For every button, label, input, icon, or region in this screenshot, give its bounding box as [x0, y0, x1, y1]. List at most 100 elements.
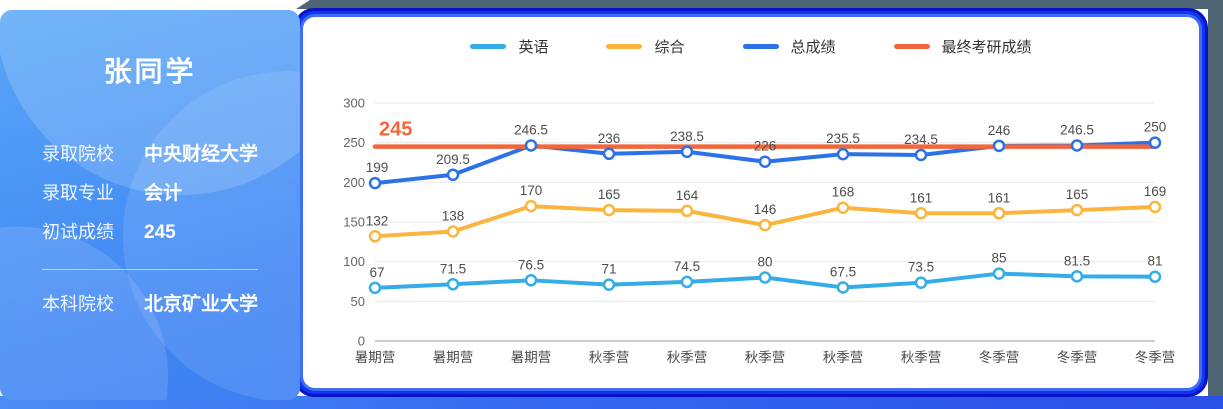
- data-point-label: 81: [1147, 254, 1162, 269]
- data-point-marker: [992, 139, 1006, 153]
- data-point-label: 73.5: [908, 260, 934, 275]
- student-name-title: 张同学: [103, 56, 197, 87]
- profile-divider: [42, 269, 258, 270]
- bottom-blue-band: [0, 396, 1223, 409]
- legend-swatch-icon: [470, 43, 507, 49]
- data-point-label: 246.5: [514, 122, 548, 137]
- data-point-label: 71.5: [440, 261, 466, 276]
- data-point-label: 238.5: [670, 129, 704, 144]
- data-point-label: 161: [988, 190, 1011, 205]
- x-category-label: 暑期营: [511, 350, 552, 365]
- data-point-label: 67.5: [830, 264, 856, 279]
- data-point-marker: [524, 199, 538, 213]
- profile-field-value: 会计: [144, 183, 183, 204]
- profile-field-value: 北京矿业大学: [144, 294, 259, 315]
- data-point-label: 168: [832, 185, 855, 200]
- legend-item-3[interactable]: 总成绩: [742, 36, 836, 57]
- data-point-label: 165: [1066, 187, 1089, 202]
- data-point-marker: [914, 207, 928, 220]
- chart-card: 英语 综合 总成绩 最终考研成绩 0 50 100 150 200 250 300 暑期营 暑期营 暑期…: [303, 17, 1199, 388]
- x-category-label: 冬季营: [1057, 350, 1098, 365]
- y-tick-label: 0: [358, 334, 365, 349]
- data-point-marker: [758, 155, 772, 168]
- data-point-marker: [446, 168, 460, 182]
- profile-field-label: 初试成绩: [42, 222, 114, 242]
- chart-frame-outer: 英语 综合 总成绩 最终考研成绩 0 50 100 150 200 250 300 暑期营 暑期营 暑期…: [294, 8, 1208, 397]
- data-point-label: 226: [754, 139, 777, 154]
- data-point-marker: [836, 147, 850, 161]
- data-point-marker: [758, 271, 772, 284]
- data-point-marker: [524, 274, 538, 287]
- legend-item-1[interactable]: 英语: [470, 36, 548, 57]
- data-point-marker: [992, 207, 1006, 220]
- x-category-label: 秋季营: [823, 350, 864, 365]
- chart-frame-inner: 英语 综合 总成绩 最终考研成绩 0 50 100 150 200 250 300 暑期营 暑期营 暑期…: [300, 14, 1202, 391]
- data-point-marker: [1148, 200, 1162, 214]
- chart-frame-mid: 英语 综合 总成绩 最终考研成绩 0 50 100 150 200 250 300 暑期营 暑期营 暑期…: [297, 11, 1205, 394]
- x-category-label: 暑期营: [433, 350, 474, 365]
- legend-swatch-icon: [606, 43, 643, 49]
- profile-field-label: 录取专业: [42, 183, 114, 203]
- profile-fields: 录取院校 中央财经大学录取专业 会计初试成绩 245: [42, 142, 300, 245]
- data-point-label: 71: [601, 262, 616, 277]
- data-point-label: 80: [757, 255, 772, 270]
- y-tick-label: 300: [343, 96, 365, 111]
- data-point-marker: [758, 218, 772, 232]
- student-profile-card: 张同学 录取院校 中央财经大学录取专业 会计初试成绩 245 本科院校 北京矿业大学: [0, 10, 300, 400]
- data-point-label: 85: [991, 251, 1006, 266]
- data-point-label: 246.5: [1060, 122, 1094, 137]
- y-tick-label: 50: [351, 294, 365, 309]
- data-point-label: 164: [676, 188, 699, 203]
- legend-label: 综合: [654, 38, 685, 56]
- data-point-label: 250: [1144, 120, 1167, 135]
- data-point-marker: [836, 281, 850, 294]
- data-point-label: 165: [598, 187, 621, 202]
- legend-swatch-icon: [893, 43, 930, 49]
- x-category-label: 冬季营: [979, 350, 1020, 365]
- data-point-marker: [524, 139, 538, 152]
- y-tick-label: 150: [343, 215, 365, 230]
- score-line-chart: 0 50 100 150 200 250 300 暑期营 暑期营 暑期营 秋季营 秋季营 秋季营 秋季营 秋…: [343, 96, 1175, 366]
- data-point-marker: [602, 278, 616, 291]
- data-point-label: 146: [754, 202, 777, 217]
- y-tick-label: 200: [343, 175, 365, 190]
- data-point-marker: [1070, 270, 1084, 283]
- profile-field-value: 245: [144, 222, 176, 243]
- x-category-label: 冬季营: [1135, 350, 1175, 365]
- profile-row: 录取专业 会计: [42, 181, 300, 206]
- data-point-marker: [368, 230, 382, 243]
- profile-footer-fields: 本科院校 北京矿业大学: [42, 292, 300, 317]
- legend-item-2[interactable]: 综合: [606, 36, 685, 57]
- data-point-label: 161: [910, 190, 933, 205]
- profile-row: 本科院校 北京矿业大学: [42, 292, 300, 317]
- profile-field-value: 中央财经大学: [144, 144, 259, 165]
- data-point-marker: [1148, 270, 1162, 283]
- data-point-label: 67: [369, 265, 384, 280]
- data-point-marker: [446, 225, 460, 238]
- legend-swatch-icon: [742, 43, 779, 49]
- data-point-label: 246: [988, 123, 1011, 138]
- data-point-label: 235.5: [826, 131, 860, 146]
- data-point-marker: [680, 275, 694, 289]
- data-point-label: 74.5: [674, 259, 700, 274]
- data-point-marker: [1070, 139, 1084, 152]
- profile-field-label: 本科院校: [42, 294, 114, 314]
- profile-field-label: 录取院校: [42, 144, 114, 164]
- top-slate-strip: [296, 0, 1223, 9]
- x-category-label: 秋季营: [901, 350, 942, 365]
- data-point-label: 209.5: [436, 152, 470, 167]
- data-point-marker: [368, 281, 382, 295]
- data-point-marker: [368, 176, 382, 190]
- data-point-label: 236: [598, 131, 621, 146]
- legend-item-4[interactable]: 最终考研成绩: [893, 36, 1032, 57]
- y-tick-label: 250: [343, 135, 365, 150]
- data-point-label: 81.5: [1064, 253, 1090, 268]
- legend-label: 总成绩: [790, 38, 836, 56]
- data-point-marker: [1148, 136, 1162, 149]
- data-point-label: 169: [1144, 184, 1167, 199]
- legend-label: 英语: [518, 38, 549, 56]
- right-slate-strip: [1208, 0, 1223, 397]
- data-point-marker: [680, 145, 694, 159]
- data-point-marker: [836, 201, 850, 214]
- data-point-marker: [602, 147, 616, 161]
